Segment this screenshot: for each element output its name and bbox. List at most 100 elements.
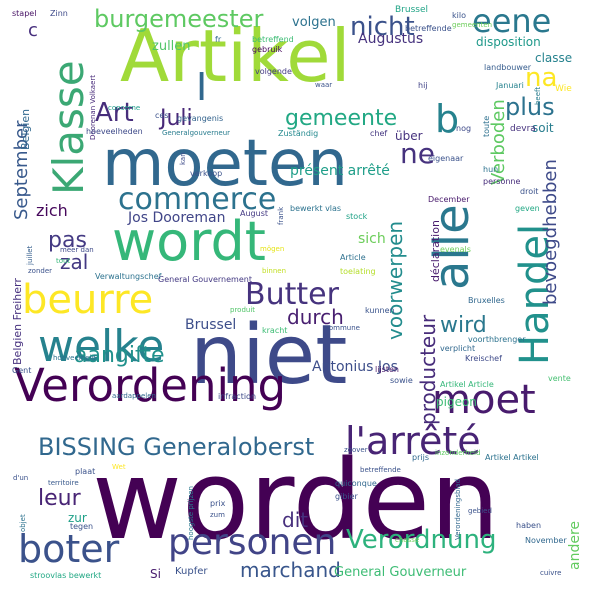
cloud-word: hun: [483, 165, 499, 174]
cloud-word: voorwerpen: [383, 220, 407, 340]
cloud-word: Antonius Jos: [312, 359, 398, 375]
cloud-word: kilo: [452, 11, 466, 20]
cloud-word: moeten: [102, 127, 348, 201]
cloud-word: Butter: [245, 277, 339, 312]
cloud-word: Gent: [12, 366, 32, 375]
cloud-word: volgende: [255, 67, 292, 76]
cloud-word: August: [240, 209, 268, 218]
cloud-word: haben: [516, 521, 542, 530]
cloud-word: frank: [277, 206, 285, 225]
cloud-word: gebied: [468, 507, 492, 515]
cloud-word: nog: [456, 124, 472, 133]
cloud-word: durch: [287, 305, 344, 329]
cloud-word: heeft: [534, 86, 542, 105]
cloud-word: toelating: [340, 267, 376, 276]
cloud-word: Augustus: [358, 31, 424, 47]
cloud-word: Brussel: [395, 5, 428, 15]
cloud-word: prijs: [412, 453, 429, 462]
cloud-word: quiconque: [335, 479, 377, 488]
cloud-word: territoire: [48, 479, 79, 487]
cloud-word: welke: [38, 321, 165, 372]
cloud-word: Belgien: [19, 108, 32, 150]
cloud-word: betreffend: [252, 35, 294, 44]
cloud-word: personen: [168, 522, 337, 563]
cloud-word: hoeveelheden: [86, 127, 143, 136]
cloud-word: General Gouvernement: [158, 275, 252, 284]
cloud-word: toute: [482, 115, 491, 137]
cloud-word: vente: [548, 374, 571, 383]
cloud-word: Brussel: [185, 317, 237, 333]
cloud-word: juillet: [26, 245, 34, 265]
cloud-word: voorthbrenger: [468, 335, 526, 344]
cloud-word: Zuständig: [278, 129, 319, 138]
cloud-word: Si: [150, 567, 161, 581]
cloud-word: gebruik: [252, 45, 283, 54]
cloud-word: hij: [418, 81, 428, 90]
cloud-word: Bruxelles: [468, 296, 505, 305]
cloud-word: aardappelen: [112, 392, 156, 400]
cloud-word: mögen: [260, 245, 285, 253]
cloud-word: b: [435, 97, 460, 141]
cloud-word: devra: [510, 124, 536, 134]
cloud-word: Artikel: [120, 14, 351, 98]
cloud-word: Artikel Artikel: [485, 453, 539, 462]
cloud-word: personne: [483, 177, 521, 186]
cloud-word: nicht: [350, 12, 415, 42]
cloud-word: landbouwer: [484, 63, 532, 72]
cloud-word: Verwaltungschef: [95, 272, 162, 281]
cloud-word: zal: [60, 250, 89, 274]
cloud-word: cuivre: [540, 569, 562, 577]
cloud-word: November: [525, 536, 567, 545]
cloud-word: plaat: [75, 467, 96, 476]
cloud-word: Wie: [555, 84, 572, 94]
cloud-word: niet: [190, 308, 348, 403]
cloud-word: burgemeester: [94, 5, 264, 33]
cloud-word: inzonderheid: [435, 449, 481, 457]
cloud-word: gibier: [335, 492, 358, 501]
cloud-word: andere: [567, 520, 583, 570]
cloud-word: soit: [532, 121, 554, 135]
cloud-word: kan: [179, 152, 187, 165]
cloud-word: leur: [38, 486, 81, 511]
cloud-word: Verordening: [14, 359, 287, 412]
cloud-word: pas: [48, 228, 87, 253]
cloud-word: pigeon: [436, 395, 477, 409]
cloud-word: commerce: [118, 182, 277, 217]
cloud-word: aangifte: [74, 343, 165, 368]
cloud-word: Kreischef: [465, 354, 502, 363]
cloud-word: Art: [95, 98, 134, 128]
cloud-word: moet: [432, 377, 536, 423]
cloud-word: I: [196, 65, 208, 109]
cloud-word: beurre: [22, 277, 154, 323]
cloud-word: über: [395, 129, 423, 143]
cloud-word: marchand: [240, 558, 341, 582]
cloud-word: gemeenten: [452, 21, 493, 29]
cloud-word: volgen: [292, 15, 336, 30]
cloud-word: hoeveelheid: [53, 354, 96, 362]
cloud-word: worden: [92, 436, 500, 564]
cloud-word: verplicht: [440, 344, 476, 353]
cloud-word: commune: [325, 324, 360, 332]
cloud-word: gemeente: [285, 106, 398, 131]
cloud-word: tout: [56, 257, 71, 265]
cloud-word: producteur: [416, 314, 440, 425]
cloud-word: Juli: [160, 106, 193, 131]
cloud-word: chasse: [395, 536, 420, 544]
cloud-word: zonder: [28, 267, 53, 275]
cloud-word: zich: [36, 201, 68, 220]
cloud-word: stroovlas bewerkt: [30, 571, 102, 580]
cloud-word: Jos Dooreman: [128, 210, 226, 226]
cloud-word: prix: [210, 499, 226, 508]
cloud-word: betreffende: [360, 466, 401, 474]
cloud-word: zur: [68, 511, 87, 525]
cloud-word: sich: [358, 231, 386, 247]
cloud-word: stapel: [12, 9, 37, 18]
cloud-word: BISSING Generaloberst: [38, 433, 315, 461]
cloud-word: zullen: [152, 39, 191, 54]
cloud-word: kracht: [262, 326, 288, 335]
cloud-word: verkoop: [190, 169, 223, 178]
cloud-word: infraction: [218, 392, 257, 401]
cloud-word: Generalgouverneur: [162, 129, 231, 137]
cloud-word: zum: [210, 511, 225, 519]
